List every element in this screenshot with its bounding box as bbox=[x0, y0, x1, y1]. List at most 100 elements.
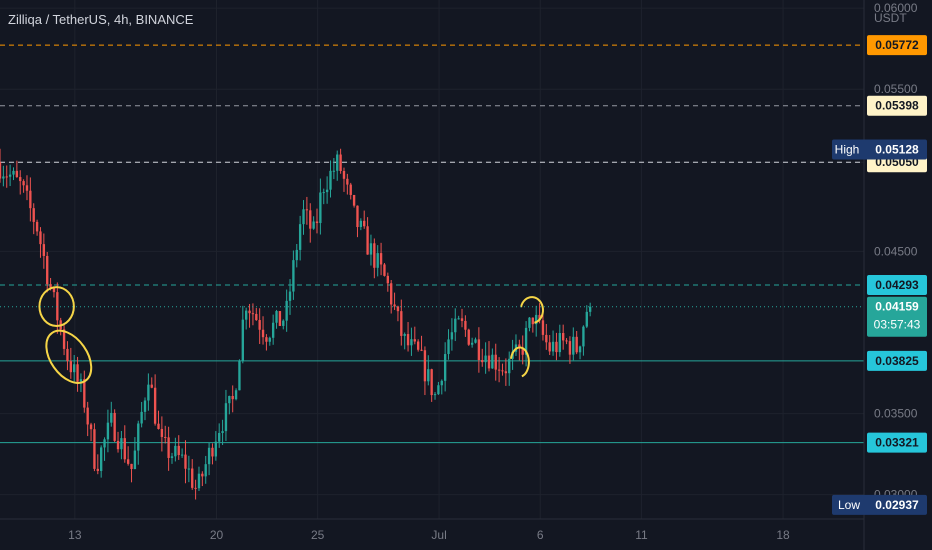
candle[interactable] bbox=[396, 306, 400, 312]
candle[interactable] bbox=[52, 287, 56, 293]
candle[interactable] bbox=[339, 154, 342, 171]
candle[interactable] bbox=[481, 360, 484, 363]
candle[interactable] bbox=[477, 339, 481, 361]
candle[interactable] bbox=[521, 347, 524, 355]
candle[interactable] bbox=[403, 334, 406, 336]
candle[interactable] bbox=[373, 243, 376, 268]
candle[interactable] bbox=[447, 339, 450, 355]
candle[interactable] bbox=[211, 447, 214, 457]
candle[interactable] bbox=[73, 364, 76, 373]
candle[interactable] bbox=[25, 185, 29, 191]
candle[interactable] bbox=[0, 162, 2, 179]
candle[interactable] bbox=[157, 423, 160, 429]
candle[interactable] bbox=[555, 341, 558, 353]
candle[interactable] bbox=[329, 170, 332, 190]
candle[interactable] bbox=[66, 348, 69, 362]
candle[interactable] bbox=[29, 190, 32, 209]
candle[interactable] bbox=[578, 346, 582, 353]
candle[interactable] bbox=[99, 447, 103, 471]
candle[interactable] bbox=[103, 439, 106, 448]
candle[interactable] bbox=[224, 403, 228, 432]
candle[interactable] bbox=[319, 192, 322, 224]
candle[interactable] bbox=[528, 317, 531, 328]
candle[interactable] bbox=[204, 464, 207, 477]
candle[interactable] bbox=[113, 412, 116, 441]
candle[interactable] bbox=[42, 244, 46, 256]
candle[interactable] bbox=[464, 320, 467, 330]
candle[interactable] bbox=[379, 253, 383, 265]
candle[interactable] bbox=[588, 306, 592, 312]
candle[interactable] bbox=[356, 205, 359, 228]
annotation-circle[interactable] bbox=[38, 286, 75, 327]
candle[interactable] bbox=[346, 178, 349, 185]
candle[interactable] bbox=[120, 438, 123, 450]
candle[interactable] bbox=[268, 337, 271, 342]
annotations[interactable] bbox=[37, 286, 544, 391]
candle[interactable] bbox=[191, 468, 194, 488]
candle[interactable] bbox=[433, 394, 437, 396]
candle[interactable] bbox=[123, 438, 126, 460]
candle[interactable] bbox=[288, 291, 292, 301]
candle[interactable] bbox=[258, 320, 261, 330]
annotation-arc[interactable] bbox=[509, 346, 530, 378]
candle[interactable] bbox=[265, 337, 268, 342]
candle[interactable] bbox=[126, 459, 130, 464]
candle[interactable] bbox=[423, 350, 427, 382]
candle[interactable] bbox=[518, 344, 521, 348]
candle[interactable] bbox=[261, 329, 265, 338]
candle[interactable] bbox=[271, 322, 275, 338]
candle[interactable] bbox=[133, 450, 137, 470]
candle[interactable] bbox=[8, 174, 12, 177]
candle[interactable] bbox=[427, 369, 430, 382]
candle[interactable] bbox=[96, 468, 99, 471]
candle[interactable] bbox=[562, 333, 565, 341]
candle[interactable] bbox=[390, 283, 393, 305]
candle[interactable] bbox=[46, 255, 49, 285]
candle[interactable] bbox=[22, 181, 25, 186]
annotation-arc[interactable] bbox=[520, 296, 544, 324]
candle[interactable] bbox=[93, 429, 96, 469]
candle[interactable] bbox=[15, 170, 19, 178]
candle[interactable] bbox=[315, 221, 319, 224]
candle[interactable] bbox=[416, 341, 420, 350]
candle[interactable] bbox=[187, 468, 191, 470]
candle[interactable] bbox=[228, 395, 231, 404]
candle[interactable] bbox=[241, 319, 244, 361]
candle[interactable] bbox=[541, 320, 545, 335]
candle[interactable] bbox=[56, 292, 59, 321]
candle[interactable] bbox=[440, 380, 443, 386]
candle[interactable] bbox=[298, 224, 302, 250]
candle[interactable] bbox=[494, 354, 497, 370]
candle[interactable] bbox=[551, 341, 555, 352]
candle[interactable] bbox=[32, 208, 35, 222]
candle[interactable] bbox=[177, 445, 180, 456]
candle[interactable] bbox=[443, 354, 447, 381]
candle[interactable] bbox=[245, 310, 248, 320]
candle[interactable] bbox=[62, 329, 66, 349]
candle[interactable] bbox=[504, 371, 508, 374]
candle[interactable] bbox=[548, 342, 551, 352]
candle[interactable] bbox=[207, 447, 211, 465]
candle[interactable] bbox=[305, 209, 309, 211]
candle[interactable] bbox=[143, 400, 147, 412]
candle[interactable] bbox=[437, 385, 440, 395]
candle[interactable] bbox=[568, 341, 572, 355]
candle[interactable] bbox=[137, 423, 140, 451]
candle[interactable] bbox=[366, 226, 369, 255]
candle[interactable] bbox=[150, 384, 153, 388]
candle[interactable] bbox=[69, 361, 72, 373]
candle[interactable] bbox=[106, 422, 110, 440]
candle[interactable] bbox=[147, 384, 150, 401]
candle[interactable] bbox=[86, 407, 89, 425]
candle[interactable] bbox=[214, 441, 218, 457]
candle[interactable] bbox=[491, 354, 494, 369]
candle[interactable] bbox=[497, 369, 501, 371]
candle[interactable] bbox=[467, 329, 470, 345]
candle[interactable] bbox=[538, 314, 541, 321]
candle[interactable] bbox=[167, 437, 170, 458]
candle[interactable] bbox=[531, 317, 535, 325]
candle[interactable] bbox=[238, 360, 241, 391]
candle[interactable] bbox=[83, 379, 86, 408]
candle[interactable] bbox=[2, 176, 5, 179]
